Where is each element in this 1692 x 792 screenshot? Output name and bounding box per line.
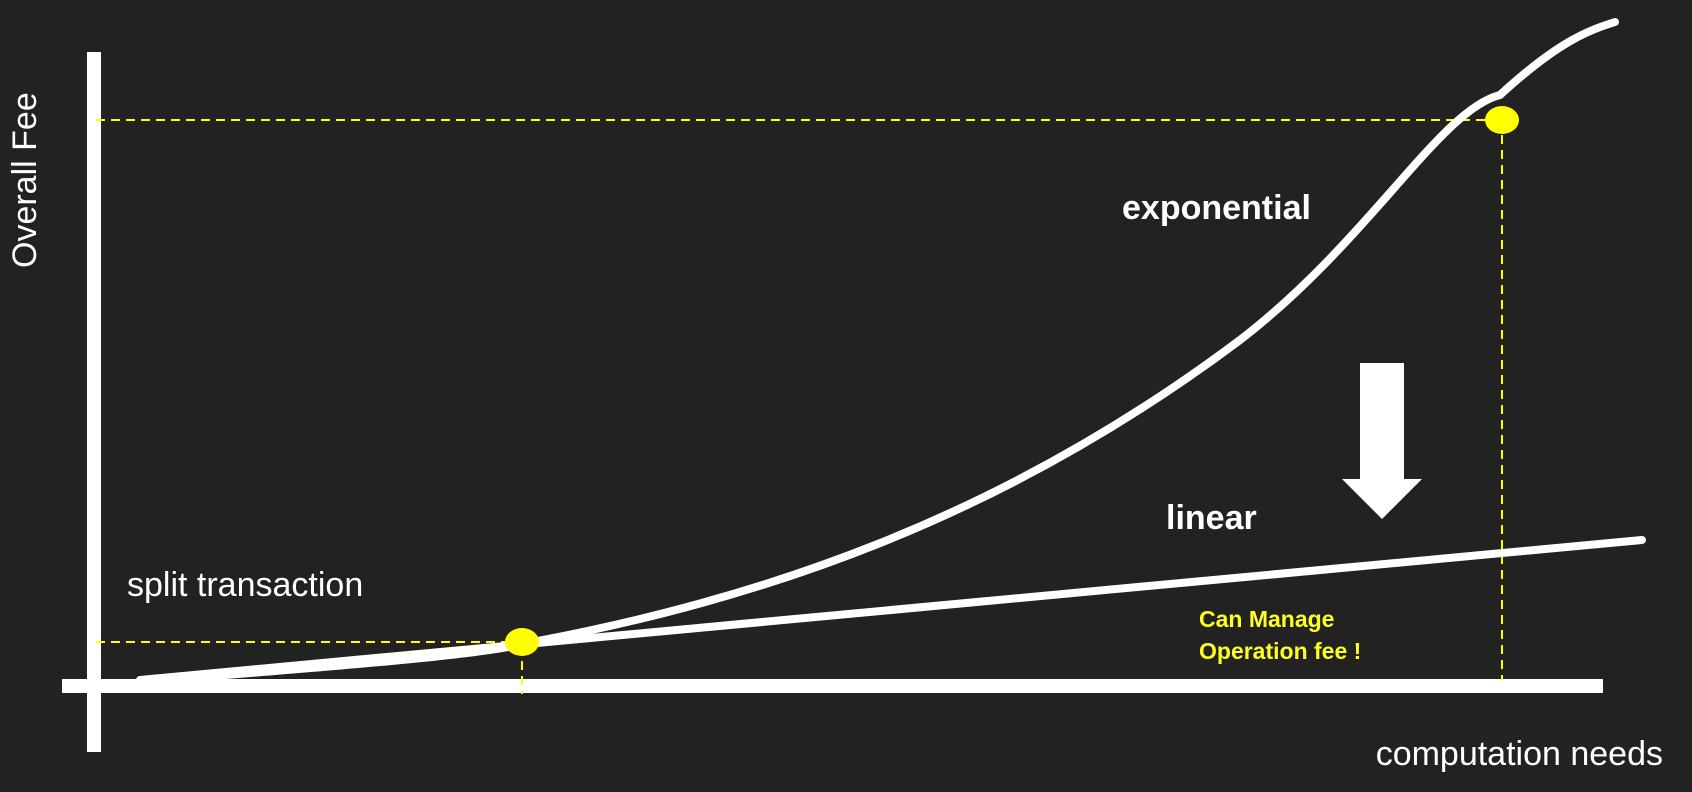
- note-line-2: Operation fee !: [1199, 638, 1361, 664]
- exponential-label: exponential: [1122, 189, 1311, 227]
- linear-line: [136, 536, 1646, 684]
- split-transaction-label: split transaction: [127, 566, 363, 604]
- linear-label: linear: [1166, 499, 1257, 537]
- note-line-1: Can Manage: [1199, 606, 1334, 632]
- exponential-curve: [136, 18, 1619, 686]
- down-arrow-icon: [1342, 363, 1422, 519]
- upper-intersection-dot: [1485, 106, 1519, 134]
- lower-intersection-dot: [505, 628, 539, 656]
- y-axis-label: Overall Fee: [6, 92, 44, 268]
- x-axis-label: computation needs: [1376, 735, 1663, 773]
